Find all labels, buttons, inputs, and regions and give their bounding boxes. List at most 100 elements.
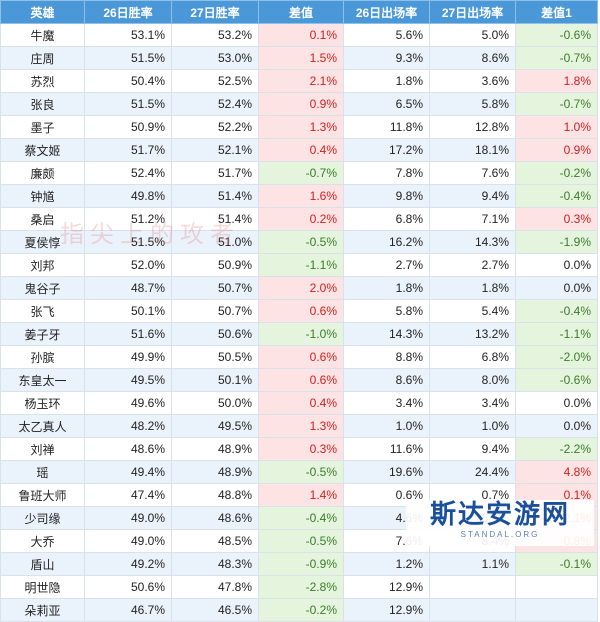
- table-row: 瑶 49.4% 48.9% -0.5% 19.6% 24.4% 4.8%: [0, 460, 598, 484]
- winrate-26-cell: 51.6%: [84, 322, 172, 346]
- hero-name-cell: 墨子: [0, 115, 85, 139]
- winrate-26-cell: 49.0%: [84, 506, 172, 530]
- winrate-26-cell: 49.5%: [84, 368, 172, 392]
- pickrate-diff-cell: 0.3%: [515, 207, 598, 231]
- table-row: 张良 51.5% 52.4% 0.9% 6.5% 5.8% -0.7%: [0, 92, 598, 116]
- pickrate-26-cell: 1.0%: [343, 414, 430, 438]
- winrate-diff-cell: -1.1%: [258, 253, 344, 277]
- winrate-26-cell: 48.7%: [84, 276, 172, 300]
- winrate-27-cell: 50.0%: [171, 391, 259, 415]
- pickrate-27-cell: 5.0%: [429, 23, 516, 47]
- winrate-27-cell: 52.2%: [171, 115, 259, 139]
- winrate-diff-cell: 0.1%: [258, 23, 344, 47]
- table-row: 盾山 49.2% 48.3% -0.9% 1.2% 1.1% -0.1%: [0, 552, 598, 576]
- winrate-diff-cell: 1.3%: [258, 414, 344, 438]
- winrate-27-cell: 48.9%: [171, 460, 259, 484]
- pickrate-diff-cell: 0.0%: [515, 414, 598, 438]
- table-row: 鬼谷子 48.7% 50.7% 2.0% 1.8% 1.8% 0.0%: [0, 276, 598, 300]
- winrate-27-cell: 50.9%: [171, 253, 259, 277]
- winrate-diff-cell: -0.5%: [258, 230, 344, 254]
- hero-name-cell: 太乙真人: [0, 414, 85, 438]
- pickrate-diff-cell: -0.2%: [515, 161, 598, 185]
- winrate-27-cell: 51.4%: [171, 184, 259, 208]
- winrate-27-cell: 53.0%: [171, 46, 259, 70]
- winrate-diff-cell: -1.0%: [258, 322, 344, 346]
- winrate-27-cell: 52.5%: [171, 69, 259, 93]
- hero-name-cell: 刘邦: [0, 253, 85, 277]
- pickrate-diff-cell: -0.6%: [515, 368, 598, 392]
- pickrate-diff-cell: -1.9%: [515, 230, 598, 254]
- winrate-27-cell: 48.6%: [171, 506, 259, 530]
- winrate-27-cell: 48.5%: [171, 529, 259, 553]
- table-row: 钟馗 49.8% 51.4% 1.6% 9.8% 9.4% -0.4%: [0, 184, 598, 208]
- winrate-26-cell: 48.2%: [84, 414, 172, 438]
- pickrate-26-cell: 6.8%: [343, 207, 430, 231]
- hero-name-cell: 廉颇: [0, 161, 85, 185]
- winrate-27-cell: 48.8%: [171, 483, 259, 507]
- logo-sub-text: STANDAL.ORG: [460, 530, 540, 539]
- winrate-diff-cell: -0.2%: [258, 598, 344, 622]
- pickrate-26-cell: 7.8%: [343, 161, 430, 185]
- winrate-diff-cell: 1.3%: [258, 115, 344, 139]
- winrate-diff-cell: 0.4%: [258, 138, 344, 162]
- pickrate-26-cell: 14.3%: [343, 322, 430, 346]
- table-row: 张飞 50.1% 50.7% 0.6% 5.8% 5.4% -0.4%: [0, 299, 598, 323]
- winrate-27-cell: 52.4%: [171, 92, 259, 116]
- hero-name-cell: 刘禅: [0, 437, 85, 461]
- hero-name-cell: 明世隐: [0, 575, 85, 599]
- winrate-27-cell: 50.6%: [171, 322, 259, 346]
- pickrate-diff-cell: -1.1%: [515, 322, 598, 346]
- pickrate-26-cell: 19.6%: [343, 460, 430, 484]
- table-row: 蔡文姬 51.7% 52.1% 0.4% 17.2% 18.1% 0.9%: [0, 138, 598, 162]
- winrate-26-cell: 49.0%: [84, 529, 172, 553]
- pickrate-diff-cell: 0.0%: [515, 253, 598, 277]
- winrate-diff-cell: 1.6%: [258, 184, 344, 208]
- pickrate-diff-cell: -0.6%: [515, 23, 598, 47]
- pickrate-26-cell: 8.6%: [343, 368, 430, 392]
- table-header-row: 英雄 26日胜率 27日胜率 差值 26日出场率 27日出场率 差值1: [0, 0, 598, 24]
- pickrate-diff-cell: -0.1%: [515, 552, 598, 576]
- table-row: 墨子 50.9% 52.2% 1.3% 11.8% 12.8% 1.0%: [0, 115, 598, 139]
- pickrate-27-cell: 2.7%: [429, 253, 516, 277]
- winrate-26-cell: 51.5%: [84, 92, 172, 116]
- table-row: 廉颇 52.4% 51.7% -0.7% 7.8% 7.6% -0.2%: [0, 161, 598, 185]
- winrate-26-cell: 48.6%: [84, 437, 172, 461]
- hero-name-cell: 庄周: [0, 46, 85, 70]
- winrate-diff-cell: 0.9%: [258, 92, 344, 116]
- winrate-diff-cell: 1.4%: [258, 483, 344, 507]
- winrate-26-cell: 50.6%: [84, 575, 172, 599]
- winrate-27-cell: 46.5%: [171, 598, 259, 622]
- pickrate-diff-cell: -0.7%: [515, 46, 598, 70]
- pickrate-diff-cell: 0.9%: [515, 138, 598, 162]
- table-row: 太乙真人 48.2% 49.5% 1.3% 1.0% 1.0% 0.0%: [0, 414, 598, 438]
- winrate-diff-cell: 2.0%: [258, 276, 344, 300]
- hero-name-cell: 大乔: [0, 529, 85, 553]
- hero-name-cell: 鬼谷子: [0, 276, 85, 300]
- winrate-diff-cell: -0.4%: [258, 506, 344, 530]
- pickrate-26-cell: 5.8%: [343, 299, 430, 323]
- winrate-27-cell: 52.1%: [171, 138, 259, 162]
- winrate-26-cell: 47.4%: [84, 483, 172, 507]
- hero-name-cell: 盾山: [0, 552, 85, 576]
- winrate-26-cell: 49.4%: [84, 460, 172, 484]
- hero-name-cell: 少司缘: [0, 506, 85, 530]
- winrate-diff-cell: -0.5%: [258, 460, 344, 484]
- pickrate-diff-cell: 4.8%: [515, 460, 598, 484]
- winrate-diff-cell: -2.8%: [258, 575, 344, 599]
- pickrate-26-cell: 8.8%: [343, 345, 430, 369]
- pickrate-27-cell: 1.0%: [429, 414, 516, 438]
- winrate-27-cell: 47.8%: [171, 575, 259, 599]
- column-header-winrate-26: 26日胜率: [84, 0, 172, 24]
- table-row: 杨玉环 49.6% 50.0% 0.4% 3.4% 3.4% 0.0%: [0, 391, 598, 415]
- table-row: 刘邦 52.0% 50.9% -1.1% 2.7% 2.7% 0.0%: [0, 253, 598, 277]
- winrate-27-cell: 50.5%: [171, 345, 259, 369]
- winrate-26-cell: 49.8%: [84, 184, 172, 208]
- pickrate-27-cell: 1.1%: [429, 552, 516, 576]
- winrate-26-cell: 46.7%: [84, 598, 172, 622]
- pickrate-26-cell: 12.9%: [343, 575, 430, 599]
- site-logo: 斯达安游网 STANDAL.ORG: [406, 500, 594, 546]
- pickrate-diff-cell: -0.4%: [515, 299, 598, 323]
- pickrate-diff-cell: 1.0%: [515, 115, 598, 139]
- hero-name-cell: 苏烈: [0, 69, 85, 93]
- pickrate-27-cell: 14.3%: [429, 230, 516, 254]
